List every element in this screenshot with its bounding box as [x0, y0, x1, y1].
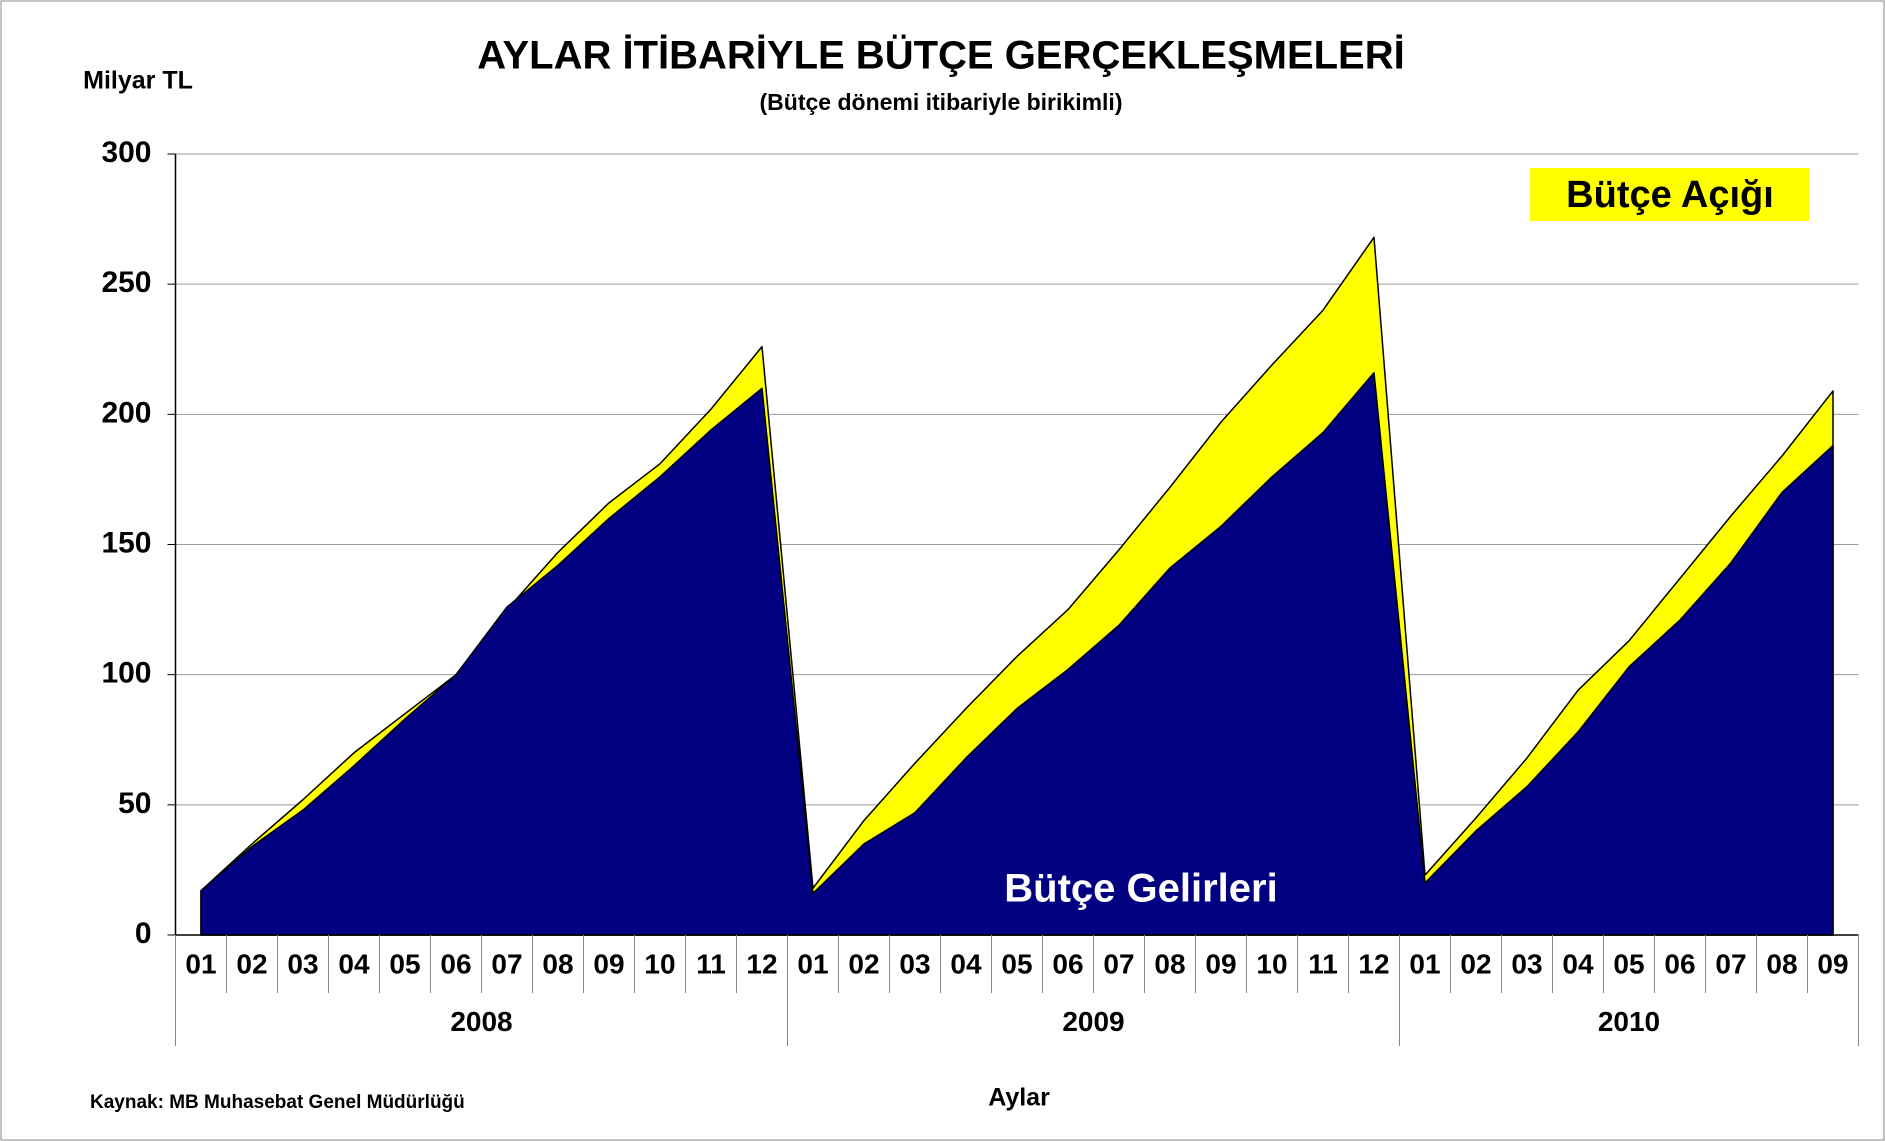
- x-tick-label: 06: [1664, 948, 1695, 979]
- x-tick-label: 10: [644, 948, 675, 979]
- x-tick-label: 09: [1205, 948, 1236, 979]
- y-axis-label: Milyar TL: [83, 67, 193, 95]
- legend-swatch: [1530, 168, 1809, 221]
- y-tick-label: 200: [101, 396, 151, 429]
- source-note: Kaynak: MB Muhasebat Genel Müdürlüğü: [90, 1092, 465, 1113]
- x-tick-label: 04: [950, 948, 982, 979]
- x-tick-label: 09: [1817, 948, 1848, 979]
- x-tick-label: 11: [1308, 948, 1338, 979]
- year-label: 2008: [450, 1006, 512, 1037]
- x-tick-label: 06: [440, 948, 471, 979]
- x-tick-label: 01: [185, 948, 216, 979]
- y-tick-label: 50: [118, 787, 151, 820]
- x-tick-label: 07: [1715, 948, 1746, 979]
- x-tick-label: 06: [1052, 948, 1083, 979]
- year-label: 2009: [1062, 1006, 1124, 1037]
- x-tick-label: 12: [746, 948, 777, 979]
- x-tick-label: 08: [542, 948, 573, 979]
- area: [200, 371, 1834, 936]
- x-tick-label: 02: [1460, 948, 1491, 979]
- x-tick-label: 05: [1613, 948, 1644, 979]
- x-tick-label: 07: [1103, 948, 1134, 979]
- x-tick-label: 03: [287, 948, 318, 979]
- y-tick-label: 0: [135, 917, 152, 950]
- x-tick-label: 01: [797, 948, 828, 979]
- x-tick-label: 03: [899, 948, 930, 979]
- chart-subtitle: (Bütçe dönemi itibariyle birikimli): [760, 89, 1123, 115]
- x-tick-label: 07: [491, 948, 522, 979]
- y-tick-label: 150: [101, 526, 151, 559]
- x-tick-label: 08: [1766, 948, 1797, 979]
- x-tick-label: 05: [1001, 948, 1032, 979]
- y-tick-label: 250: [101, 266, 151, 299]
- x-axis-label: Aylar: [988, 1084, 1050, 1112]
- x-tick-label: 09: [593, 948, 624, 979]
- x-tick-label: 12: [1358, 948, 1389, 979]
- year-label: 2010: [1598, 1006, 1660, 1037]
- x-tick-label: 02: [848, 948, 879, 979]
- legend-label: Bütçe Açığı: [1566, 174, 1774, 216]
- x-tick-label: 04: [338, 948, 370, 979]
- x-tick-label: 05: [389, 948, 420, 979]
- x-tick-label: 04: [1562, 948, 1594, 979]
- x-tick-label: 03: [1511, 948, 1542, 979]
- chart-title: AYLAR İTİBARİYLE BÜTÇE GERÇEKLEŞMELERİ: [477, 33, 1404, 78]
- x-tick-label: 01: [1409, 948, 1440, 979]
- x-tick-label: 11: [696, 948, 726, 979]
- x-tick-label: 10: [1256, 948, 1287, 979]
- y-tick-label: 300: [101, 136, 151, 169]
- x-tick-label: 02: [236, 948, 267, 979]
- legend-label: Bütçe Gelirleri: [1004, 867, 1277, 911]
- x-tick-label: 08: [1154, 948, 1185, 979]
- y-tick-label: 100: [101, 657, 151, 690]
